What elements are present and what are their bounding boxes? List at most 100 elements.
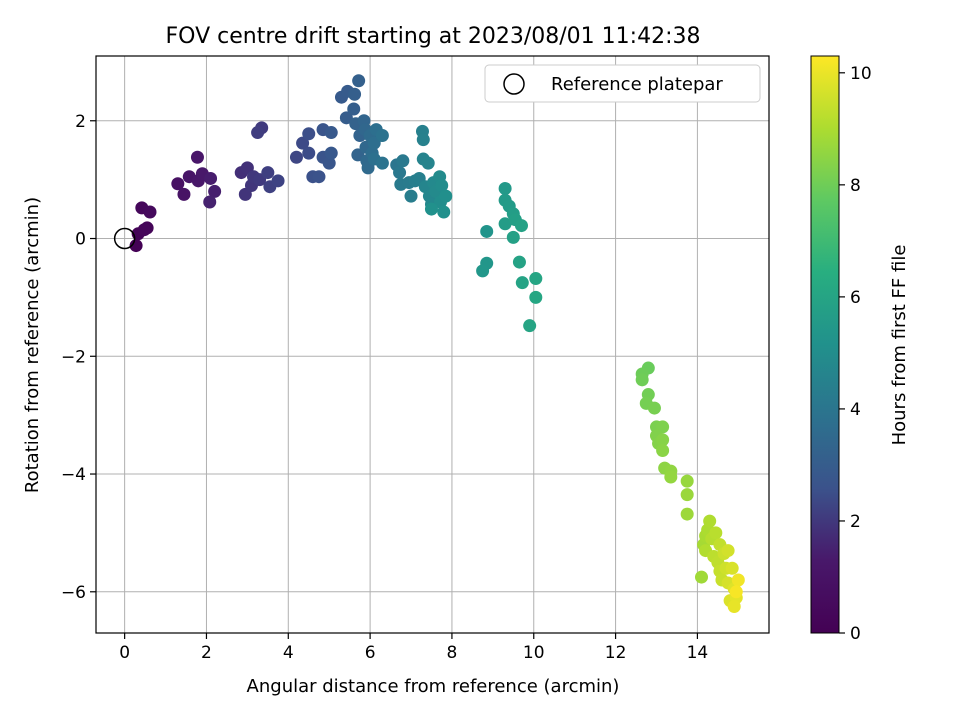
y-axis-label: Rotation from reference (arcmin) — [22, 197, 43, 493]
data-point — [347, 102, 361, 116]
data-point — [512, 255, 526, 269]
data-point — [529, 272, 543, 286]
data-point — [190, 150, 204, 164]
data-point — [480, 224, 494, 238]
x-axis-label: Angular distance from reference (arcmin) — [247, 676, 620, 697]
grid — [96, 56, 769, 633]
data-point — [137, 223, 151, 237]
legend-box — [484, 64, 761, 103]
legend-open-circle-marker — [503, 73, 525, 95]
x-tick-label: 4 — [283, 643, 294, 663]
colorbar-label: Hours from first FF file — [889, 245, 910, 446]
data-point — [439, 189, 453, 203]
data-point — [352, 74, 366, 88]
data-point — [435, 179, 449, 193]
data-point — [261, 166, 275, 180]
x-tick-label: 0 — [119, 643, 130, 663]
data-point — [709, 526, 723, 540]
colorbar-tick-label: 8 — [850, 176, 861, 196]
data-point — [348, 87, 362, 101]
data-point — [498, 217, 512, 231]
y-tick-label: 2 — [75, 112, 86, 132]
y-tick-label: −4 — [61, 465, 86, 485]
data-point — [729, 585, 743, 599]
data-point — [129, 239, 143, 253]
data-point — [289, 150, 303, 164]
x-tick-label: 12 — [605, 643, 627, 663]
data-point — [208, 184, 222, 198]
x-tick-label: 6 — [365, 643, 376, 663]
colorbar-tick-label: 6 — [850, 288, 861, 308]
data-point — [204, 171, 218, 185]
data-point — [506, 230, 520, 244]
legend-label: Reference platepar — [551, 74, 723, 95]
data-point — [647, 401, 661, 415]
data-point — [416, 133, 430, 147]
data-point — [498, 181, 512, 195]
data-point — [177, 187, 191, 201]
legend: Reference platepar — [484, 64, 761, 103]
data-point — [476, 264, 490, 278]
data-point — [251, 126, 265, 140]
data-point — [375, 128, 389, 142]
data-point — [731, 573, 745, 587]
data-point — [727, 600, 741, 614]
x-tick-label: 10 — [523, 643, 545, 663]
data-point — [322, 156, 336, 170]
colorbar-tick-label: 0 — [850, 624, 861, 644]
reference-platepar-marker — [113, 227, 136, 250]
data-point — [296, 136, 310, 150]
data-point — [680, 507, 694, 521]
x-tick-label: 14 — [687, 643, 709, 663]
chart-title: FOV centre drift starting at 2023/08/01 … — [166, 24, 701, 49]
data-point — [171, 177, 185, 191]
data-point — [339, 111, 353, 125]
data-points — [113, 74, 745, 614]
y-tick-label: −6 — [61, 583, 86, 603]
data-point — [312, 170, 326, 184]
colorbar-tick-label: 4 — [850, 400, 861, 420]
data-point — [703, 514, 717, 528]
data-point — [656, 443, 670, 457]
data-point — [437, 205, 451, 219]
colorbar-tick-label: 10 — [850, 64, 872, 84]
data-point — [396, 154, 410, 168]
data-point — [515, 276, 529, 290]
data-point — [367, 136, 381, 150]
data-point — [404, 189, 418, 203]
data-point — [721, 544, 735, 558]
data-point — [324, 146, 338, 160]
data-point — [421, 156, 435, 170]
data-point — [203, 195, 217, 209]
plot-frame — [95, 55, 770, 634]
data-point — [143, 205, 157, 219]
colorbar — [810, 55, 840, 634]
x-axis-ticks: 0 2 4 6 8 10 12 14 — [119, 633, 708, 663]
x-tick-label: 2 — [201, 643, 212, 663]
data-point — [424, 202, 438, 216]
data-point — [529, 290, 543, 304]
data-point — [324, 126, 338, 140]
y-axis-ticks: −6 −4 −2 0 2 — [61, 112, 96, 603]
y-tick-label: −2 — [61, 347, 86, 367]
data-point — [635, 373, 649, 387]
data-point — [656, 433, 670, 447]
data-point — [664, 470, 678, 484]
data-point — [302, 127, 316, 141]
data-point — [680, 474, 694, 488]
data-point — [523, 319, 537, 333]
data-point — [725, 561, 739, 575]
data-point — [302, 146, 316, 160]
data-point — [694, 570, 708, 584]
data-point — [514, 219, 528, 233]
data-point — [271, 174, 285, 188]
x-tick-label: 8 — [447, 643, 458, 663]
colorbar-tick-label: 2 — [850, 512, 861, 532]
data-point — [393, 166, 407, 180]
colorbar-ticks: 0 2 4 6 8 10 — [839, 64, 872, 644]
data-point — [680, 488, 694, 502]
data-point — [375, 156, 389, 170]
y-tick-label: 0 — [75, 230, 86, 250]
